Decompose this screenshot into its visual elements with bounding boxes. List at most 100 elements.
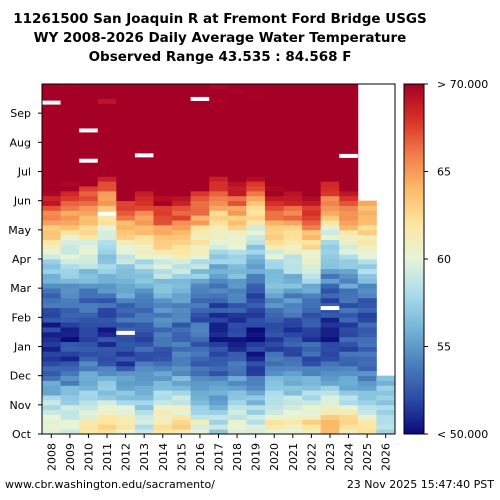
heatmap-cell [209,293,229,299]
heatmap-cell [209,118,229,124]
heatmap-cell [339,186,359,192]
heatmap-cell [209,361,229,367]
heatmap-cell [357,263,377,270]
heatmap-cell [134,161,154,168]
heatmap-cell [79,322,99,328]
heatmap-cell [227,210,247,216]
heatmap-cell [302,88,322,95]
heatmap-cell [116,108,136,114]
heatmap-cell [79,331,99,338]
heatmap-cell [209,346,229,352]
heatmap-cell [357,283,377,289]
heatmap-cell [79,190,99,197]
heatmap-cell [172,395,192,401]
heatmap-cell [42,336,61,343]
y-tick-label: Jan [13,341,31,354]
heatmap-cell [264,385,284,391]
heatmap-cell [227,152,247,158]
heatmap-cell [172,93,192,99]
heatmap-cell [97,312,117,318]
heatmap-cell [209,380,229,386]
heatmap-cell [283,414,303,420]
heatmap-cell [97,351,117,357]
heatmap-cell [283,327,303,333]
heatmap-cell [283,161,303,168]
heatmap-cell [153,419,173,425]
heatmap-cell [134,118,154,124]
heatmap-cell [264,361,284,367]
heatmap-cell [264,98,284,104]
heatmap-cell [320,181,340,187]
heatmap-cell [190,195,210,202]
heatmap-cell [283,108,303,114]
heatmap-cell [172,370,192,377]
heatmap-cell [97,224,117,231]
heatmap-cell [302,293,322,299]
heatmap-cell [227,84,247,90]
heatmap-cell [60,424,80,430]
heatmap-cell [172,229,192,236]
heatmap-cell [209,424,229,430]
heatmap-cell [97,239,117,245]
heatmap-cell [246,93,266,99]
heatmap-cell [357,351,377,357]
heatmap-cell [134,395,154,401]
heatmap-cell [60,215,80,221]
heatmap-cell [357,293,377,299]
heatmap-cell [172,249,192,255]
heatmap-cell [97,302,117,309]
heatmap-cell [42,244,61,250]
heatmap-cell [227,273,247,279]
heatmap-cell [79,341,99,347]
heatmap-cell [60,414,80,420]
heatmap-cell [357,356,377,362]
heatmap-cell [42,414,61,420]
heatmap-cell [60,249,80,255]
heatmap-cell [79,297,99,304]
heatmap-cell [283,249,303,255]
heatmap-cell [134,142,154,148]
heatmap-cell [190,283,210,289]
heatmap-cell [97,156,117,163]
heatmap-cell [153,429,173,435]
heatmap-cell [320,190,340,197]
heatmap-cell [172,312,192,318]
heatmap-cell [339,98,359,104]
missing-data-mark [339,153,358,158]
heatmap-cell [320,268,340,274]
heatmap-cell [172,351,192,357]
heatmap-cell [97,390,117,396]
heatmap-cell [357,336,377,343]
heatmap-cell [209,137,229,143]
heatmap-cell [209,93,229,99]
heatmap-cell [134,176,154,182]
heatmap-cell [97,181,117,187]
heatmap-cell [116,356,136,362]
heatmap-cell [302,108,322,114]
heatmap-cell [283,186,303,192]
heatmap-cell [97,356,117,362]
heatmap-cell [153,390,173,396]
heatmap-cell [172,288,192,294]
heatmap-cell [116,263,136,270]
heatmap-cell [209,409,229,415]
heatmap-cell [246,103,266,109]
heatmap-cell [97,409,117,415]
heatmap-cell [302,331,322,338]
heatmap-cell [357,215,377,221]
heatmap-cell [302,370,322,377]
y-tick-label: Sep [10,107,31,120]
heatmap-cell [153,137,173,143]
heatmap-cell [190,113,210,119]
heatmap-cell [97,161,117,168]
heatmap-cell [153,118,173,124]
heatmap-cell [357,244,377,250]
heatmap-cell [339,210,359,216]
heatmap-cell [172,161,192,168]
heatmap-cell [116,336,136,343]
heatmap-cell [246,147,266,153]
heatmap-cell [42,375,61,381]
heatmap-cell [302,307,322,313]
heatmap-cell [153,132,173,138]
heatmap-cell [116,152,136,158]
